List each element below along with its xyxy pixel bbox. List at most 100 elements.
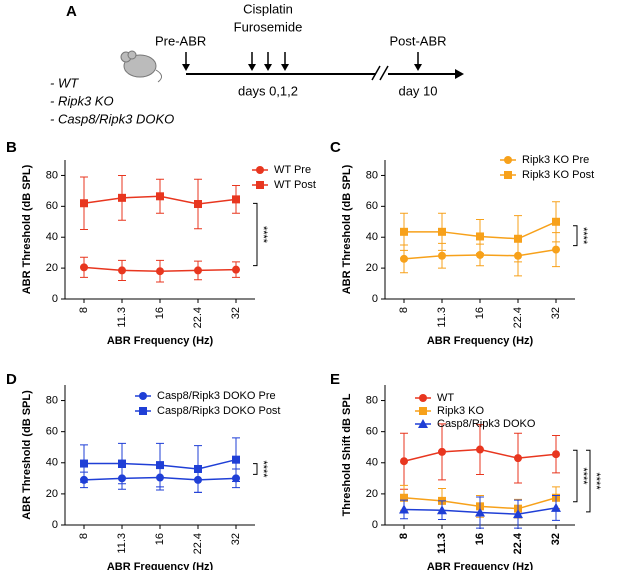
significance-label: **** xyxy=(257,226,269,244)
x-tick-label: 22.4 xyxy=(192,533,204,554)
marker xyxy=(118,459,126,468)
y-tick-label: 80 xyxy=(46,394,58,406)
x-tick-label: 8 xyxy=(78,533,90,539)
legend-label: WT Post xyxy=(274,179,316,191)
legend-label: Ripk3 KO Post xyxy=(522,169,594,181)
legend-label: Casp8/Ripk3 DOKO Post xyxy=(157,405,281,417)
marker xyxy=(476,445,484,454)
legend-label: Casp8/Ripk3 DOKO xyxy=(437,418,536,430)
timeline-text: Post-ABR xyxy=(389,33,446,48)
x-tick-label: 11.3 xyxy=(116,533,128,554)
marker xyxy=(552,450,560,459)
x-tick-label: 8 xyxy=(398,307,410,313)
y-tick-label: 40 xyxy=(46,231,58,243)
panel-label: C xyxy=(330,139,341,156)
y-tick-label: 80 xyxy=(366,394,378,406)
marker xyxy=(194,266,202,275)
legend-label: WT xyxy=(437,392,454,404)
marker xyxy=(513,509,523,519)
x-tick-label: 8 xyxy=(78,307,90,313)
marker xyxy=(156,461,164,470)
x-tick-label: 32 xyxy=(550,307,562,319)
marker xyxy=(400,457,408,466)
marker xyxy=(118,266,126,275)
x-tick-label: 16 xyxy=(154,307,166,319)
significance-bracket xyxy=(573,449,578,503)
group: - WT xyxy=(50,75,79,90)
legend-label: Ripk3 KO xyxy=(437,405,485,417)
panel-label: E xyxy=(330,371,340,388)
marker xyxy=(476,232,484,241)
timeline-arrows xyxy=(182,52,464,81)
marker xyxy=(437,505,447,515)
marker xyxy=(80,459,88,468)
significance-label: **** xyxy=(257,460,269,478)
y-tick-label: 80 xyxy=(46,169,58,181)
marker xyxy=(475,507,485,517)
marker xyxy=(438,251,446,260)
marker xyxy=(80,263,88,272)
marker xyxy=(514,454,522,463)
marker xyxy=(551,502,561,512)
timeline-text: Furosemide xyxy=(234,19,303,34)
marker xyxy=(232,455,240,464)
marker xyxy=(419,407,427,415)
marker xyxy=(400,254,408,263)
timeline-text: day 10 xyxy=(398,83,437,98)
marker xyxy=(156,267,164,276)
marker xyxy=(256,181,264,189)
marker xyxy=(156,192,164,201)
marker xyxy=(139,392,147,400)
x-tick-label: 16 xyxy=(474,533,486,545)
x-tick-label: 11.3 xyxy=(436,533,448,554)
y-axis-label: ABR Threshold (dB SPL) xyxy=(21,390,33,520)
marker xyxy=(504,171,512,179)
y-tick-label: 20 xyxy=(46,488,58,500)
significance-bracket xyxy=(573,225,578,247)
x-axis-label: ABR Frequency (Hz) xyxy=(107,335,214,347)
legend-label: Casp8/Ripk3 DOKO Pre xyxy=(157,390,276,402)
marker xyxy=(194,465,202,473)
marker xyxy=(504,156,512,164)
x-axis-label: ABR Frequency (Hz) xyxy=(107,561,214,570)
panel-label: A xyxy=(66,3,77,20)
marker xyxy=(194,200,202,209)
marker xyxy=(118,193,126,202)
significance-label: **** xyxy=(577,227,589,245)
y-tick-label: 60 xyxy=(46,426,58,438)
x-tick-label: 32 xyxy=(230,533,242,545)
y-tick-label: 40 xyxy=(46,457,58,469)
x-tick-label: 8 xyxy=(398,533,410,539)
y-tick-label: 0 xyxy=(52,293,58,305)
timeline-text: days 0,1,2 xyxy=(238,83,298,98)
y-tick-label: 80 xyxy=(366,169,378,181)
significance-bracket xyxy=(253,463,258,475)
group: - Casp8/Ripk3 DOKO xyxy=(50,111,174,126)
legend-label: Ripk3 KO Pre xyxy=(522,154,589,166)
y-axis-label: Threshold Shift dB SPL xyxy=(341,393,353,516)
x-tick-label: 22.4 xyxy=(512,307,524,328)
marker xyxy=(399,504,409,514)
marker xyxy=(139,407,147,415)
significance-label: **** xyxy=(577,467,589,485)
x-tick-label: 32 xyxy=(550,533,562,545)
y-tick-label: 20 xyxy=(46,262,58,274)
significance-label: **** xyxy=(590,472,602,490)
x-tick-label: 22.4 xyxy=(192,307,204,328)
marker xyxy=(232,195,240,204)
y-tick-label: 60 xyxy=(366,200,378,212)
marker xyxy=(400,493,408,502)
significance-bracket xyxy=(253,202,258,267)
y-tick-label: 0 xyxy=(52,519,58,531)
marker xyxy=(438,447,446,456)
x-tick-label: 11.3 xyxy=(116,307,128,328)
marker xyxy=(552,245,560,254)
marker xyxy=(256,166,264,174)
marker xyxy=(438,227,446,236)
marker xyxy=(232,265,240,274)
group: - Ripk3 KO xyxy=(50,93,114,108)
x-tick-label: 16 xyxy=(154,533,166,545)
marker xyxy=(419,394,427,402)
y-tick-label: 0 xyxy=(372,293,378,305)
y-tick-label: 20 xyxy=(366,262,378,274)
